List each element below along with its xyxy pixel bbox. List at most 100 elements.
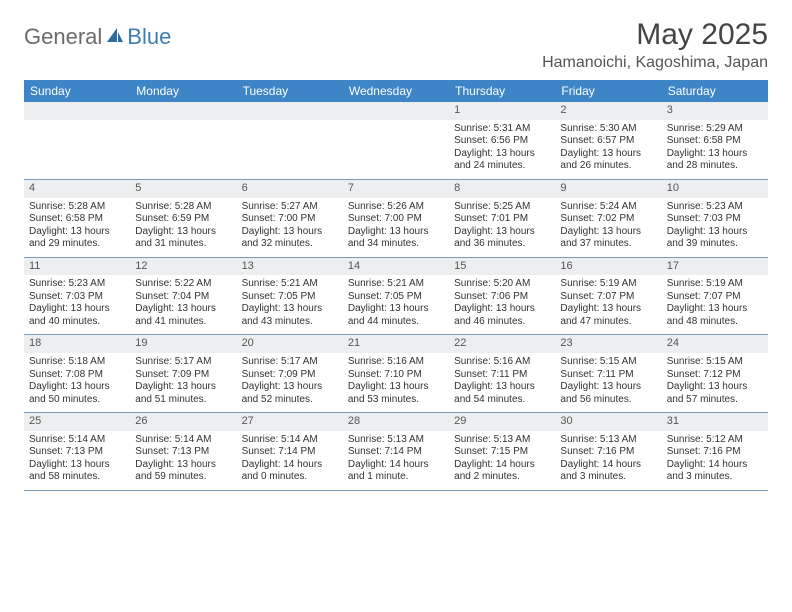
sunset-text: Sunset: 6:56 PM — [454, 135, 550, 148]
daylight-text: Daylight: 13 hours and 46 minutes. — [454, 303, 550, 328]
day-body: Sunrise: 5:18 AMSunset: 7:08 PMDaylight:… — [24, 353, 130, 412]
sunset-text: Sunset: 7:09 PM — [135, 369, 231, 382]
day-number: 4 — [24, 180, 130, 198]
sunset-text: Sunset: 7:08 PM — [29, 369, 125, 382]
day-number-empty — [237, 102, 343, 120]
day-body: Sunrise: 5:13 AMSunset: 7:14 PMDaylight:… — [343, 431, 449, 490]
sunrise-text: Sunrise: 5:13 AM — [454, 434, 550, 447]
day-body: Sunrise: 5:15 AMSunset: 7:12 PMDaylight:… — [662, 353, 768, 412]
day-body: Sunrise: 5:17 AMSunset: 7:09 PMDaylight:… — [130, 353, 236, 412]
sunset-text: Sunset: 7:02 PM — [560, 213, 656, 226]
day-body: Sunrise: 5:28 AMSunset: 6:58 PMDaylight:… — [24, 198, 130, 257]
day-cell: 14Sunrise: 5:21 AMSunset: 7:05 PMDayligh… — [343, 258, 449, 335]
daylight-text: Daylight: 13 hours and 31 minutes. — [135, 226, 231, 251]
sunset-text: Sunset: 7:15 PM — [454, 446, 550, 459]
day-body: Sunrise: 5:23 AMSunset: 7:03 PMDaylight:… — [662, 198, 768, 257]
sunset-text: Sunset: 7:13 PM — [29, 446, 125, 459]
day-cell: 2Sunrise: 5:30 AMSunset: 6:57 PMDaylight… — [555, 102, 661, 179]
daylight-text: Daylight: 13 hours and 29 minutes. — [29, 226, 125, 251]
daylight-text: Daylight: 13 hours and 28 minutes. — [667, 148, 763, 173]
day-number: 2 — [555, 102, 661, 120]
week-row: 18Sunrise: 5:18 AMSunset: 7:08 PMDayligh… — [24, 335, 768, 413]
day-cell: 12Sunrise: 5:22 AMSunset: 7:04 PMDayligh… — [130, 258, 236, 335]
sunrise-text: Sunrise: 5:20 AM — [454, 278, 550, 291]
sunrise-text: Sunrise: 5:14 AM — [242, 434, 338, 447]
day-body: Sunrise: 5:25 AMSunset: 7:01 PMDaylight:… — [449, 198, 555, 257]
day-body: Sunrise: 5:24 AMSunset: 7:02 PMDaylight:… — [555, 198, 661, 257]
sunset-text: Sunset: 6:57 PM — [560, 135, 656, 148]
sunset-text: Sunset: 7:13 PM — [135, 446, 231, 459]
dow-row: Sunday Monday Tuesday Wednesday Thursday… — [24, 80, 768, 102]
day-cell: 13Sunrise: 5:21 AMSunset: 7:05 PMDayligh… — [237, 258, 343, 335]
day-number: 27 — [237, 413, 343, 431]
day-cell: 25Sunrise: 5:14 AMSunset: 7:13 PMDayligh… — [24, 413, 130, 490]
day-cell: 16Sunrise: 5:19 AMSunset: 7:07 PMDayligh… — [555, 258, 661, 335]
sunset-text: Sunset: 7:01 PM — [454, 213, 550, 226]
day-number: 15 — [449, 258, 555, 276]
sunrise-text: Sunrise: 5:15 AM — [560, 356, 656, 369]
daylight-text: Daylight: 13 hours and 34 minutes. — [348, 226, 444, 251]
day-number: 13 — [237, 258, 343, 276]
sunset-text: Sunset: 7:05 PM — [242, 291, 338, 304]
day-number: 19 — [130, 335, 236, 353]
month-title: May 2025 — [542, 18, 768, 52]
daylight-text: Daylight: 13 hours and 53 minutes. — [348, 381, 444, 406]
day-cell — [130, 102, 236, 179]
week-row: 25Sunrise: 5:14 AMSunset: 7:13 PMDayligh… — [24, 413, 768, 491]
daylight-text: Daylight: 14 hours and 1 minute. — [348, 459, 444, 484]
day-number: 21 — [343, 335, 449, 353]
day-cell: 19Sunrise: 5:17 AMSunset: 7:09 PMDayligh… — [130, 335, 236, 412]
day-number: 28 — [343, 413, 449, 431]
day-number: 24 — [662, 335, 768, 353]
sunrise-text: Sunrise: 5:26 AM — [348, 201, 444, 214]
day-number: 18 — [24, 335, 130, 353]
sunrise-text: Sunrise: 5:25 AM — [454, 201, 550, 214]
sunrise-text: Sunrise: 5:28 AM — [29, 201, 125, 214]
day-cell: 7Sunrise: 5:26 AMSunset: 7:00 PMDaylight… — [343, 180, 449, 257]
sunset-text: Sunset: 7:07 PM — [667, 291, 763, 304]
sunrise-text: Sunrise: 5:27 AM — [242, 201, 338, 214]
sunrise-text: Sunrise: 5:12 AM — [667, 434, 763, 447]
daylight-text: Daylight: 13 hours and 56 minutes. — [560, 381, 656, 406]
daylight-text: Daylight: 13 hours and 37 minutes. — [560, 226, 656, 251]
day-body: Sunrise: 5:27 AMSunset: 7:00 PMDaylight:… — [237, 198, 343, 257]
day-body: Sunrise: 5:23 AMSunset: 7:03 PMDaylight:… — [24, 275, 130, 334]
day-number: 17 — [662, 258, 768, 276]
sunset-text: Sunset: 7:04 PM — [135, 291, 231, 304]
daylight-text: Daylight: 13 hours and 51 minutes. — [135, 381, 231, 406]
brand-logo: General Blue — [24, 24, 171, 50]
day-cell: 8Sunrise: 5:25 AMSunset: 7:01 PMDaylight… — [449, 180, 555, 257]
day-number: 20 — [237, 335, 343, 353]
sunrise-text: Sunrise: 5:22 AM — [135, 278, 231, 291]
dow-monday: Monday — [130, 80, 236, 102]
daylight-text: Daylight: 13 hours and 26 minutes. — [560, 148, 656, 173]
day-number-empty — [130, 102, 236, 120]
calendar-grid: Sunday Monday Tuesday Wednesday Thursday… — [24, 80, 768, 491]
sunrise-text: Sunrise: 5:17 AM — [242, 356, 338, 369]
day-cell: 15Sunrise: 5:20 AMSunset: 7:06 PMDayligh… — [449, 258, 555, 335]
sunset-text: Sunset: 7:00 PM — [348, 213, 444, 226]
day-body: Sunrise: 5:26 AMSunset: 7:00 PMDaylight:… — [343, 198, 449, 257]
day-number: 30 — [555, 413, 661, 431]
day-body: Sunrise: 5:14 AMSunset: 7:13 PMDaylight:… — [130, 431, 236, 490]
day-cell: 20Sunrise: 5:17 AMSunset: 7:09 PMDayligh… — [237, 335, 343, 412]
title-block: May 2025 Hamanoichi, Kagoshima, Japan — [542, 18, 768, 72]
dow-friday: Friday — [555, 80, 661, 102]
sunset-text: Sunset: 6:59 PM — [135, 213, 231, 226]
sunset-text: Sunset: 6:58 PM — [29, 213, 125, 226]
day-number: 16 — [555, 258, 661, 276]
day-number: 25 — [24, 413, 130, 431]
sunset-text: Sunset: 7:16 PM — [560, 446, 656, 459]
day-cell — [237, 102, 343, 179]
day-body: Sunrise: 5:30 AMSunset: 6:57 PMDaylight:… — [555, 120, 661, 179]
day-body: Sunrise: 5:12 AMSunset: 7:16 PMDaylight:… — [662, 431, 768, 490]
daylight-text: Daylight: 13 hours and 41 minutes. — [135, 303, 231, 328]
day-cell: 28Sunrise: 5:13 AMSunset: 7:14 PMDayligh… — [343, 413, 449, 490]
sunset-text: Sunset: 7:09 PM — [242, 369, 338, 382]
daylight-text: Daylight: 13 hours and 36 minutes. — [454, 226, 550, 251]
sunset-text: Sunset: 7:05 PM — [348, 291, 444, 304]
day-number: 9 — [555, 180, 661, 198]
week-row: 11Sunrise: 5:23 AMSunset: 7:03 PMDayligh… — [24, 258, 768, 336]
day-body: Sunrise: 5:31 AMSunset: 6:56 PMDaylight:… — [449, 120, 555, 179]
sunrise-text: Sunrise: 5:14 AM — [135, 434, 231, 447]
